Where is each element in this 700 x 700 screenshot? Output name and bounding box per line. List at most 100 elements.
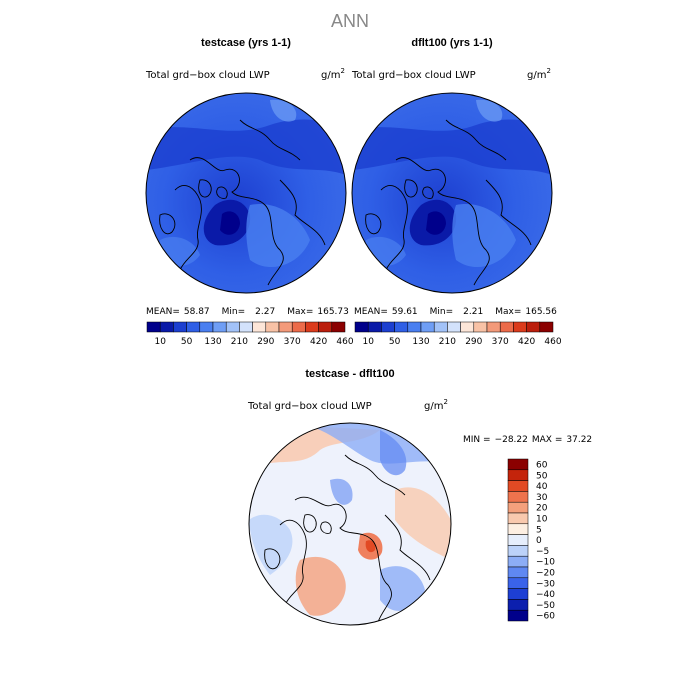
colorbar-swatch (507, 534, 529, 546)
field-patch (476, 99, 503, 122)
colorbar-tick-label: −20 (536, 569, 555, 579)
colorbar-swatch (486, 321, 501, 333)
panel-title: testcase - dflt100 (305, 368, 394, 380)
colorbar-tick-label: −40 (536, 590, 555, 600)
colorbar-swatch (447, 321, 461, 333)
colorbar-tick-label: −60 (536, 612, 555, 622)
colorbar-tick-label: −10 (536, 558, 555, 568)
colorbar-swatch (507, 555, 529, 568)
colorbar-swatch (173, 321, 187, 333)
colorbar-swatch (381, 321, 395, 333)
map-boundary (351, 92, 553, 294)
colorbar-swatch (265, 321, 280, 333)
colorbar-swatch (507, 512, 529, 525)
panel-difference: testcase - dflt100 Total grd−box cloud L… (247, 368, 592, 626)
colorbar-tick-label: 420 (518, 337, 535, 347)
panel-subtitle: Total grd−box cloud LWP (145, 70, 270, 81)
coastlines (159, 119, 326, 286)
colorbar-swatch (507, 588, 529, 600)
colorbar-swatch (507, 577, 529, 589)
field-patch (380, 566, 425, 611)
stats-line: MEAN= 59.61 Min= 2.21 Max= 165.56 (354, 307, 557, 317)
field-patch (246, 204, 310, 268)
map-field (249, 423, 451, 625)
field-patch (249, 514, 293, 575)
field-band (352, 119, 552, 175)
colorbar-swatch (507, 609, 529, 622)
colorbar-swatch (146, 321, 161, 333)
colorbar-swatch (507, 566, 529, 579)
colorbar-swatch (291, 321, 306, 333)
panel-subtitle: Total grd−box cloud LWP (351, 70, 476, 81)
colorbar-tick-label: 30 (536, 493, 548, 503)
colorbar-swatch (159, 321, 174, 333)
colorbar-tick-label: 290 (257, 337, 274, 347)
colorbar-swatch (331, 321, 346, 333)
colorbar-tick-label: 370 (284, 337, 301, 347)
field-patch (395, 487, 451, 560)
panel-testcase: testcase (yrs 1-1) Total grd−box cloud L… (145, 37, 354, 347)
map-boundary (145, 92, 347, 294)
colorbar-swatch (367, 321, 382, 333)
colorbar-tick-label: −50 (536, 601, 555, 611)
units-label: g/m2 (424, 398, 448, 412)
colorbar-dflt100: 10 50 130 210 290 370 420 460 (354, 321, 562, 347)
colorbar-tick-label: 290 (465, 337, 482, 347)
colorbar-tick-label: 20 (536, 504, 548, 514)
units-label: g/m2 (527, 67, 551, 81)
colorbar-swatch (278, 321, 293, 333)
colorbar-swatch (499, 321, 514, 333)
colorbar-tick-label: 210 (231, 337, 248, 347)
colorbar-testcase: 10 50 130 210 290 370 420 460 (146, 321, 354, 347)
colorbar-swatch (354, 321, 369, 333)
field-patch (330, 478, 353, 505)
field-core-inner (220, 211, 240, 235)
colorbar-tick-label: 210 (439, 337, 456, 347)
units-exponent: 2 (546, 67, 550, 75)
colorbar-tick-label: 10 (536, 515, 548, 525)
colorbar-swatch (539, 321, 554, 333)
colorbar-tick-label: 50 (181, 337, 193, 347)
colorbar-swatch (199, 321, 214, 333)
colorbar-swatch (305, 321, 319, 333)
field-core-inner (426, 211, 446, 235)
colorbar-tick-label: 370 (492, 337, 509, 347)
colorbar-swatch (513, 321, 527, 333)
colorbar-swatch (526, 321, 541, 333)
colorbar-swatch (318, 321, 333, 333)
colorbar-tick-label: 10 (154, 337, 166, 347)
colorbar-swatch (507, 523, 529, 535)
colorbar-swatch (433, 321, 448, 333)
field-patch (365, 540, 376, 553)
colorbar-swatch (507, 480, 529, 492)
units-base: g/m (424, 401, 443, 412)
colorbar-swatch (394, 321, 409, 333)
colorbar-tick-label: 460 (336, 337, 353, 347)
panel-subtitle: Total grd−box cloud LWP (247, 401, 372, 412)
colorbar-tick-label: −5 (536, 547, 549, 557)
colorbar-swatch (473, 321, 488, 333)
units-exponent: 2 (443, 398, 447, 406)
colorbar-swatch (507, 501, 529, 514)
panel-title: testcase (yrs 1-1) (201, 37, 291, 49)
colorbar-tick-label: 40 (536, 482, 548, 492)
panel-title: dflt100 (yrs 1-1) (411, 37, 493, 49)
colorbar-swatch (239, 321, 253, 333)
colorbar-tick-label: 130 (204, 337, 221, 347)
colorbar-swatch (407, 321, 422, 333)
field-patch (270, 99, 297, 122)
colorbar-swatch (186, 321, 201, 333)
colorbar-swatch (252, 321, 267, 333)
field-band (146, 119, 346, 175)
map-field (146, 93, 346, 293)
coastlines (365, 119, 532, 286)
colorbar-swatch (460, 321, 475, 333)
colorbar-tick-label: 130 (412, 337, 429, 347)
colorbar-swatch (420, 321, 435, 333)
panel-dflt100: dflt100 (yrs 1-1) Total grd−box cloud LW… (351, 37, 562, 347)
colorbar-swatch (507, 491, 529, 503)
colorbar-swatch (507, 469, 529, 481)
colorbar-tick-label: 10 (362, 337, 374, 347)
